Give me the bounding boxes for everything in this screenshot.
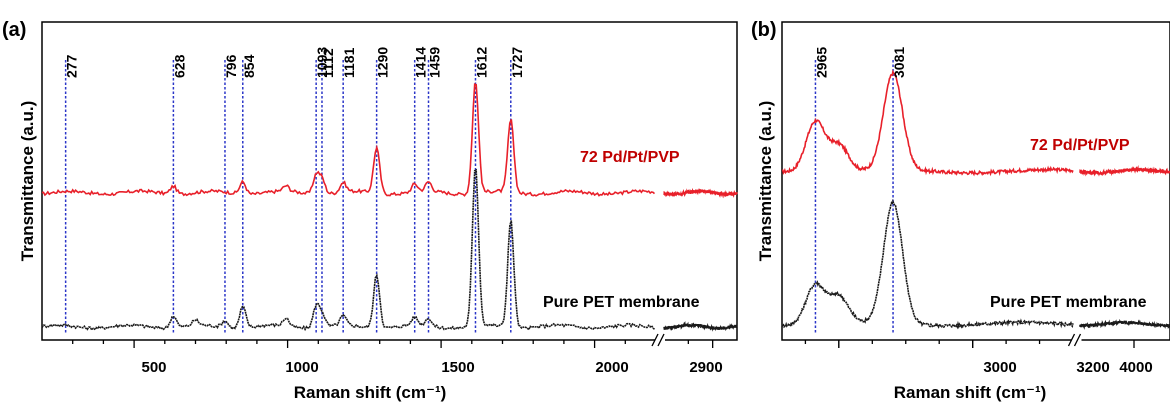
peak-label-1112: 1112 [320,48,336,78]
plot-frame-a [41,21,738,341]
series-label-pd-pt-b: 72 Pd/Pt/PVP [1030,137,1130,154]
series-label-pet-b: Pure PET membrane [990,294,1147,311]
axis-break-b [1067,333,1082,347]
x-tick-label-a-500: 500 [141,359,166,376]
panel-label-a: (a) [2,19,26,41]
series-line-pure-pet-seg2 [1079,317,1170,330]
series-label-pet-a: Pure PET membrane [543,294,700,311]
peak-label-1727: 1727 [509,47,525,78]
peak-label-628: 628 [171,54,187,78]
peak-label-277: 277 [64,54,80,78]
series-line-pd-pt-pvp-seg2 [1079,165,1170,177]
peak-label-854: 854 [241,54,257,78]
plot-frame-b [781,21,1170,341]
panel-label-b: (b) [751,19,777,41]
panel-a: (a) Transmittance (a.u.) Raman shift (cm… [2,19,738,402]
peak-label-3081: 3081 [891,47,907,78]
x-tick-label-a-2000: 2000 [595,359,628,376]
series-label-pd-pt-a: 72 Pd/Pt/PVP [580,149,680,166]
peak-label-1181: 1181 [341,47,357,78]
series-line-pd-pt-pvp-seg1 [41,83,656,197]
x-axis-title-a: Raman shift (cm⁻¹) [294,383,447,402]
peak-label-1093: 1093 [314,47,330,78]
x-tick-label-a-2900: 2900 [689,359,722,376]
series-line-pd-pt-pvp-seg2 [663,187,738,199]
x-tick-label-a-1500: 1500 [441,359,474,376]
series-line-pure-pet-seg2 [663,320,738,332]
x-tick-label-b-3200: 3200 [1076,359,1109,376]
axis-break-a [651,333,665,347]
x-tick-label-b-4000: 4000 [1119,359,1152,376]
y-axis-title-b: Transmittance (a.u.) [756,101,775,262]
peak-label-2965: 2965 [813,47,829,78]
x-tick-label-a-1000: 1000 [285,359,318,376]
peak-label-1414: 1414 [413,47,429,78]
series-line-pure-pet-seg1 [781,198,1074,330]
x-tick-label-b-3000: 3000 [983,359,1016,376]
panel-b: (b) Transmittance (a.u.) Raman shift (cm… [751,19,1170,402]
series-line-pd-pt-pvp-seg1 [781,69,1074,177]
peak-label-1290: 1290 [375,47,391,78]
peak-label-796: 796 [223,54,239,78]
series-line-pure-pet-seg1 [41,168,655,332]
peak-label-1459: 1459 [427,47,443,78]
peak-label-1612: 1612 [473,47,489,78]
x-axis-title-b: Raman shift (cm⁻¹) [894,383,1047,402]
y-axis-title-a: Transmittance (a.u.) [18,101,37,262]
